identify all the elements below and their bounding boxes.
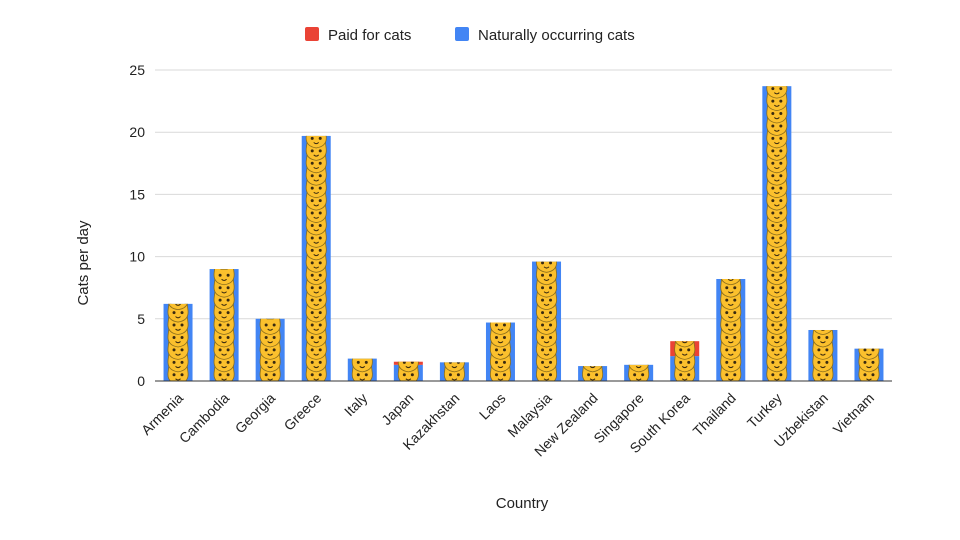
legend-label-paid: Paid for cats (328, 27, 411, 44)
cat-face-icon (812, 329, 834, 336)
cat-icon-pattern (535, 261, 558, 381)
cat-icon-pattern (858, 348, 880, 382)
bar-group-laos (485, 322, 515, 382)
bar-group-singapore (624, 364, 654, 382)
legend: Paid for cats Naturally occurring cats (305, 27, 635, 44)
cat-face-icon (443, 362, 465, 373)
cat-face-icon (674, 341, 696, 348)
cat-icon-pattern (582, 366, 604, 381)
cat-face-icon (766, 86, 788, 99)
bar-group-malaysia (532, 261, 562, 381)
cat-face-icon (305, 135, 327, 149)
y-tick-label: 5 (137, 311, 145, 327)
y-axis-title: Cats per day (75, 220, 92, 306)
bars (163, 86, 884, 382)
cat-face-icon (858, 348, 880, 360)
cat-icon-pattern (766, 86, 788, 381)
cat-icon-pattern (489, 322, 512, 382)
x-tick-label: Cambodia (176, 390, 233, 447)
bar-group-cambodia (209, 269, 239, 382)
cat-icon-pattern (720, 278, 742, 382)
cat-face-icon (351, 358, 373, 373)
x-tick-label: Laos (476, 390, 509, 423)
bar-group-greece (301, 135, 331, 381)
bar-group-vietnam (854, 348, 884, 382)
legend-swatch-natural (455, 27, 469, 41)
bar-group-turkey (762, 86, 792, 381)
y-tick-label: 20 (129, 124, 145, 140)
cat-icon-pattern (259, 318, 281, 381)
cat-face-icon (167, 303, 189, 311)
legend-item-natural: Naturally occurring cats (455, 27, 635, 44)
cat-face-icon (259, 318, 281, 336)
cat-face-icon (489, 322, 512, 336)
y-tick-label: 0 (137, 373, 145, 389)
cat-face-icon (535, 261, 558, 273)
y-tick-label: 25 (129, 62, 145, 78)
bar-group-georgia (255, 318, 285, 381)
legend-label-natural: Naturally occurring cats (478, 27, 635, 44)
bar-group-new-zealand (578, 366, 608, 381)
cat-icon-pattern (397, 361, 419, 381)
x-tick-label: Georgia (232, 390, 279, 437)
cat-face-icon (582, 366, 604, 373)
cat-icon-pattern (167, 303, 189, 382)
cat-face-icon (397, 361, 419, 373)
bar-group-uzbekistan (808, 329, 838, 382)
cat-icon-pattern (305, 135, 327, 381)
x-tick-label: Greece (281, 390, 325, 434)
x-tick-label: Thailand (690, 390, 739, 439)
x-tick-label: Turkey (744, 390, 785, 431)
y-tick-labels: 0 5 10 15 20 25 (129, 62, 145, 389)
cat-icon-pattern (628, 364, 650, 382)
cat-face-icon (628, 364, 650, 373)
cat-icon-pattern (213, 269, 235, 382)
legend-swatch-paid (305, 27, 319, 41)
bar-group-japan (393, 361, 423, 381)
cat-icon-pattern (812, 329, 834, 382)
cat-icon-pattern (351, 358, 373, 382)
x-tick-label: Italy (341, 390, 370, 419)
bar-group-kazakhstan (439, 362, 469, 381)
bar-group-south-korea (670, 341, 700, 381)
cat-icon-pattern (674, 341, 696, 381)
y-tick-label: 15 (129, 186, 145, 202)
bar-group-italy (347, 358, 377, 382)
y-tick-label: 10 (129, 249, 145, 265)
x-axis-title: Country (496, 495, 549, 512)
x-tick-label: Vietnam (830, 390, 877, 437)
cat-face-icon (720, 278, 742, 286)
x-tick-label: Japan (378, 390, 416, 428)
cat-face-icon (213, 269, 235, 286)
bar-group-armenia (163, 303, 193, 382)
legend-item-paid: Paid for cats (305, 27, 411, 44)
cat-icon-pattern (443, 362, 465, 381)
bar-group-thailand (716, 278, 746, 382)
